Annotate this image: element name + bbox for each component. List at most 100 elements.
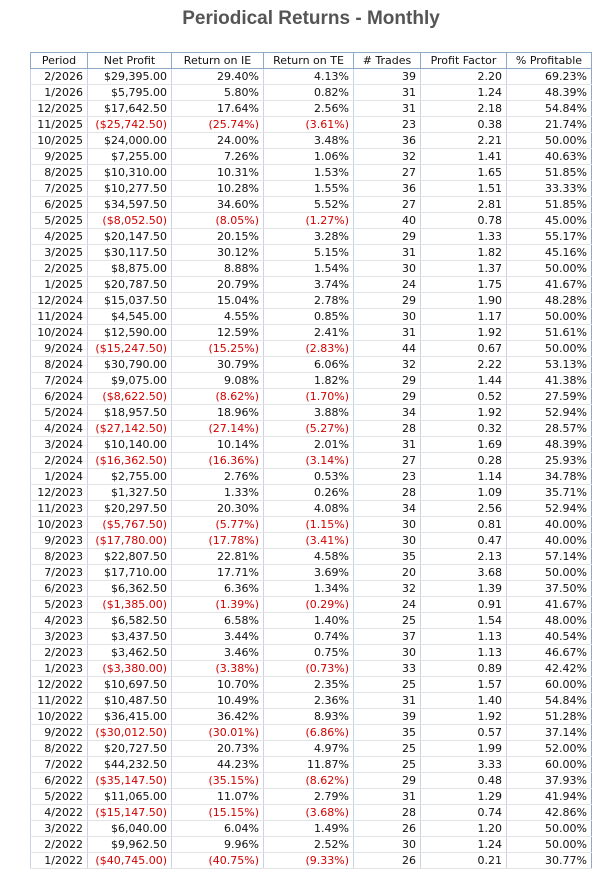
- table-cell: 1/2025: [30, 276, 88, 293]
- table-cell: 3.48%: [263, 132, 354, 149]
- table-row: 1/2025 $20,787.50 20.79% 3.74% 24 1.75 41.67%: [30, 276, 592, 293]
- table-cell: 51.85%: [506, 164, 592, 181]
- table-cell: 3/2023: [30, 628, 88, 645]
- table-cell: 12/2022: [30, 676, 88, 693]
- table-cell: 11.07%: [171, 788, 264, 805]
- table-cell: 33.33%: [506, 180, 592, 197]
- table-cell: 15.04%: [171, 292, 264, 309]
- table-row: 2/2022 $9,962.50 9.96% 2.52% 30 1.24 50.00%: [30, 836, 592, 853]
- table-cell: 57.14%: [506, 548, 592, 565]
- table-row: 2/2023 $3,462.50 3.46% 0.75% 30 1.13 46.67%: [30, 644, 592, 661]
- table-cell: 28: [353, 484, 421, 501]
- table-cell: 0.81: [420, 516, 507, 533]
- table-cell: 6/2024: [30, 388, 88, 405]
- table-cell: (15.25%): [171, 340, 264, 357]
- table-cell: 50.00%: [506, 820, 592, 837]
- table-cell: 1.54%: [263, 260, 354, 277]
- column-header: % Profitable: [506, 52, 592, 69]
- table-cell: 69.23%: [506, 68, 592, 85]
- table-cell: ($40,745.00): [87, 852, 172, 869]
- table-cell: 45.16%: [506, 244, 592, 261]
- table-row: 4/2025 $20,147.50 20.15% 3.28% 29 1.33 55.17%: [30, 228, 592, 245]
- table-cell: 9/2024: [30, 340, 88, 357]
- table-cell: 10/2022: [30, 708, 88, 725]
- table-cell: 10/2023: [30, 516, 88, 533]
- table-cell: 24: [353, 596, 421, 613]
- table-cell: 0.85%: [263, 308, 354, 325]
- table-row: 1/2023 ($3,380.00) (3.38%) (0.73%) 33 0.89 42.…: [30, 660, 592, 677]
- table-cell: (16.36%): [171, 452, 264, 469]
- table-cell: 3/2022: [30, 820, 88, 837]
- table-cell: 2.56: [420, 500, 507, 517]
- table-cell: ($35,147.50): [87, 772, 172, 789]
- table-cell: 6.06%: [263, 356, 354, 373]
- table-cell: 2.01%: [263, 436, 354, 453]
- table-cell: 10/2024: [30, 324, 88, 341]
- table-row: 3/2022 $6,040.00 6.04% 1.49% 26 1.20 50.00%: [30, 820, 592, 837]
- table-row: 11/2022 $10,487.50 10.49% 2.36% 31 1.40 54.84%: [30, 692, 592, 709]
- table-cell: 37.93%: [506, 772, 592, 789]
- table-row: 9/2025 $7,255.00 7.26% 1.06% 32 1.41 40.63%: [30, 148, 592, 165]
- table-cell: 1/2023: [30, 660, 88, 677]
- table-cell: 1.39: [420, 580, 507, 597]
- table-cell: 24: [353, 276, 421, 293]
- table-cell: 30: [353, 532, 421, 549]
- table-cell: 5.15%: [263, 244, 354, 261]
- table-cell: 31: [353, 436, 421, 453]
- table-cell: 0.74%: [263, 628, 354, 645]
- table-cell: 35: [353, 724, 421, 741]
- table-cell: (0.73%): [263, 660, 354, 677]
- table-row: 10/2024 $12,590.00 12.59% 2.41% 31 1.92 51.61%: [30, 324, 592, 341]
- table-cell: 3.44%: [171, 628, 264, 645]
- table-cell: (3.38%): [171, 660, 264, 677]
- table-cell: 21.74%: [506, 116, 592, 133]
- table-cell: 30: [353, 260, 421, 277]
- table-cell: 2.21: [420, 132, 507, 149]
- table-cell: 36: [353, 132, 421, 149]
- table-cell: 2.76%: [171, 468, 264, 485]
- table-cell: $1,327.50: [87, 484, 172, 501]
- column-header: # Trades: [353, 52, 421, 69]
- table-row: 12/2022 $10,697.50 10.70% 2.35% 25 1.57 60.00%: [30, 676, 592, 693]
- table-cell: 11/2024: [30, 308, 88, 325]
- table-cell: 2.78%: [263, 292, 354, 309]
- table-cell: 2.52%: [263, 836, 354, 853]
- table-cell: 10.31%: [171, 164, 264, 181]
- table-cell: (2.83%): [263, 340, 354, 357]
- table-cell: 20.73%: [171, 740, 264, 757]
- table-cell: 0.67: [420, 340, 507, 357]
- table-cell: 40: [353, 212, 421, 229]
- table-cell: 7/2022: [30, 756, 88, 773]
- table-cell: 0.52: [420, 388, 507, 405]
- table-row: 12/2023 $1,327.50 1.33% 0.26% 28 1.09 35.71%: [30, 484, 592, 501]
- column-header: Profit Factor: [420, 52, 507, 69]
- table-cell: 0.57: [420, 724, 507, 741]
- table-cell: ($3,380.00): [87, 660, 172, 677]
- table-cell: 7/2025: [30, 180, 88, 197]
- table-cell: 10.14%: [171, 436, 264, 453]
- table-cell: $44,232.50: [87, 756, 172, 773]
- table-cell: ($8,052.50): [87, 212, 172, 229]
- table-cell: 1.53%: [263, 164, 354, 181]
- table-cell: $8,875.00: [87, 260, 172, 277]
- table-row: 10/2023 ($5,767.50) (5.77%) (1.15%) 30 0.81 40…: [30, 516, 592, 533]
- table-cell: 2.20: [420, 68, 507, 85]
- table-cell: 0.75%: [263, 644, 354, 661]
- table-cell: 2.36%: [263, 692, 354, 709]
- table-cell: 1.40: [420, 692, 507, 709]
- table-cell: $10,487.50: [87, 692, 172, 709]
- table-row: 6/2022 ($35,147.50) (35.15%) (8.62%) 29 0.48 3…: [30, 772, 592, 789]
- table-cell: 1.40%: [263, 612, 354, 629]
- table-row: 7/2022 $44,232.50 44.23% 11.87% 25 3.33 60.00%: [30, 756, 592, 773]
- table-cell: 23: [353, 468, 421, 485]
- table-cell: 1.82: [420, 244, 507, 261]
- table-row: 6/2024 ($8,622.50) (8.62%) (1.70%) 29 0.52 27.…: [30, 388, 592, 405]
- table-cell: 6.36%: [171, 580, 264, 597]
- table-cell: 2/2023: [30, 644, 88, 661]
- table-cell: 42.42%: [506, 660, 592, 677]
- table-cell: 8/2023: [30, 548, 88, 565]
- table-cell: 2.35%: [263, 676, 354, 693]
- table-cell: ($16,362.50): [87, 452, 172, 469]
- table-cell: 0.28: [420, 452, 507, 469]
